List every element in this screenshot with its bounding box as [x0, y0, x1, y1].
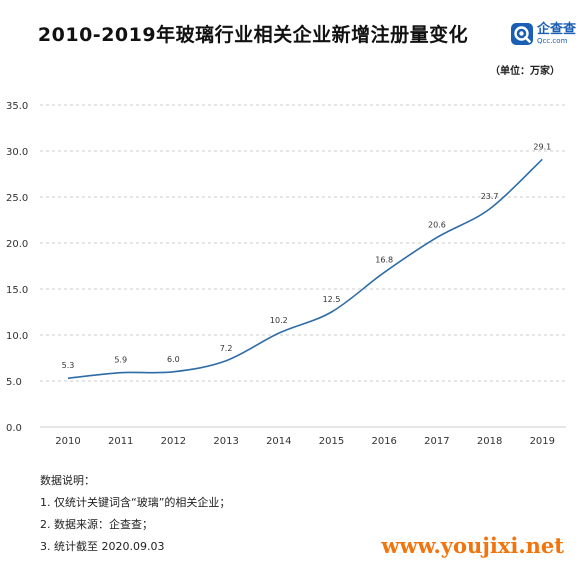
note-item: 2. 数据来源：企查查； — [40, 518, 153, 531]
chart-title: 2010-2019年玻璃行业相关企业新增注册量变化 — [37, 24, 469, 46]
x-tick-label: 2016 — [371, 436, 396, 447]
x-tick-label: 2014 — [266, 436, 291, 447]
x-tick-label: 2017 — [424, 436, 449, 447]
data-label: 29.1 — [533, 142, 551, 151]
data-label: 12.5 — [323, 295, 341, 304]
x-tick-label: 2011 — [108, 436, 133, 447]
notes-heading: 数据说明： — [40, 474, 95, 487]
logo-name: 企查查 — [537, 22, 577, 37]
data-label: 10.2 — [270, 316, 288, 325]
qcc-logo: 企查查 Qcc.com — [510, 22, 576, 52]
data-label: 7.2 — [220, 344, 233, 353]
unit-label: （单位：万家） — [490, 66, 560, 77]
data-label: 5.9 — [114, 356, 127, 365]
data-notes: 数据说明： 1. 仅统计关键词含“玻璃”的相关企业； 2. 数据来源：企查查； … — [40, 470, 230, 558]
x-tick-label: 2019 — [530, 436, 555, 447]
y-tick-label: 0.0 — [6, 423, 22, 434]
y-tick-label: 30.0 — [6, 147, 28, 158]
logo-domain: Qcc.com — [537, 37, 568, 45]
series-line — [67, 158, 543, 380]
x-tick-label: 2015 — [319, 436, 344, 447]
data-label: 5.3 — [62, 361, 75, 370]
y-tick-label: 25.0 — [6, 193, 28, 204]
y-tick-label: 20.0 — [6, 239, 28, 250]
x-tick-label: 2018 — [477, 436, 502, 447]
y-tick-label: 5.0 — [6, 377, 22, 388]
qcc-logo-icon — [511, 23, 533, 45]
data-label: 16.8 — [375, 255, 393, 264]
note-item: 3. 统计截至 2020.09.03 — [40, 540, 165, 553]
watermark: www.youjixi.net — [381, 533, 564, 558]
y-tick-label: 15.0 — [6, 285, 28, 296]
note-item: 1. 仅统计关键词含“玻璃”的相关企业； — [40, 496, 231, 509]
y-tick-label: 35.0 — [6, 101, 28, 112]
x-tick-label: 2013 — [213, 436, 238, 447]
data-label: 6.0 — [167, 355, 180, 364]
data-label: 23.7 — [481, 192, 499, 201]
x-tick-label: 2012 — [161, 436, 186, 447]
x-tick-label: 2010 — [55, 436, 80, 447]
data-label: 20.6 — [428, 220, 446, 229]
y-tick-label: 10.0 — [6, 331, 28, 342]
